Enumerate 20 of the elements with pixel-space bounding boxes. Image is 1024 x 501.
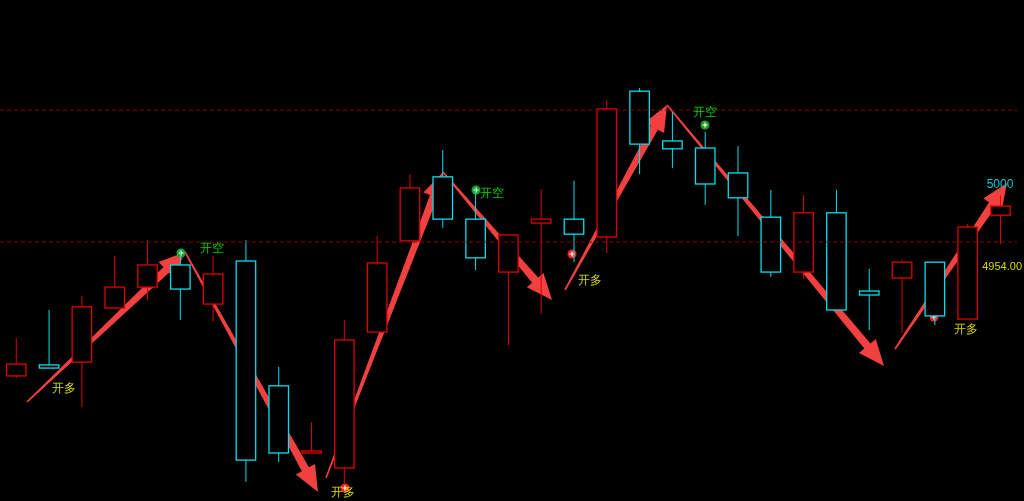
candlestick bbox=[104, 255, 126, 309]
text: 开多 bbox=[331, 485, 355, 499]
candlestick bbox=[563, 180, 585, 263]
candlestick bbox=[530, 188, 552, 315]
candlestick bbox=[891, 259, 913, 334]
annotation: 开空 bbox=[200, 241, 224, 255]
annotation: 4954.00 bbox=[982, 260, 1022, 272]
annotation: 开空 bbox=[693, 105, 717, 119]
candlestick bbox=[858, 268, 880, 331]
annotation: 5000 bbox=[986, 177, 1014, 191]
candlestick bbox=[662, 111, 683, 169]
annotation: 开多 bbox=[52, 381, 76, 395]
candlestick bbox=[5, 337, 27, 379]
annotation: 开多 bbox=[954, 322, 978, 336]
candlestick bbox=[38, 309, 60, 369]
candlestick bbox=[137, 239, 158, 301]
candlestick bbox=[990, 195, 1011, 245]
candlestick bbox=[301, 421, 322, 454]
annotation: 开空 bbox=[480, 186, 504, 200]
annotation: 开多 bbox=[578, 273, 602, 287]
